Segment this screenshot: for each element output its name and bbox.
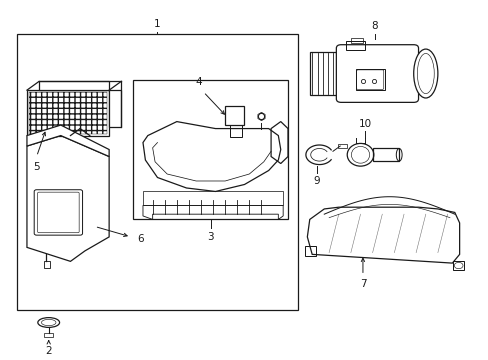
Polygon shape — [27, 125, 109, 157]
Text: 4: 4 — [195, 77, 202, 87]
Bar — [17, 34, 297, 310]
Bar — [44, 333, 53, 337]
Bar — [109, 90, 121, 127]
Text: 2: 2 — [45, 346, 52, 356]
Bar — [27, 90, 109, 136]
Bar — [224, 106, 244, 125]
Bar — [372, 148, 398, 161]
Text: 6: 6 — [137, 234, 143, 244]
Bar — [44, 261, 50, 268]
Text: 8: 8 — [371, 21, 378, 31]
Bar — [305, 246, 315, 256]
Bar — [355, 69, 384, 90]
Text: 5: 5 — [33, 162, 40, 172]
Bar — [337, 144, 346, 148]
Ellipse shape — [413, 49, 437, 98]
Bar — [452, 261, 463, 270]
Bar — [350, 38, 362, 43]
Text: 7: 7 — [359, 279, 366, 289]
Bar — [229, 125, 242, 137]
Bar — [346, 41, 365, 50]
Bar — [39, 81, 109, 90]
Text: 9: 9 — [313, 176, 320, 186]
Bar — [133, 80, 287, 220]
FancyBboxPatch shape — [336, 45, 418, 102]
Bar — [309, 52, 341, 95]
Bar — [142, 192, 283, 206]
Bar — [29, 92, 106, 134]
Text: 10: 10 — [358, 118, 371, 129]
Text: 3: 3 — [207, 231, 214, 242]
Text: 1: 1 — [154, 19, 161, 29]
